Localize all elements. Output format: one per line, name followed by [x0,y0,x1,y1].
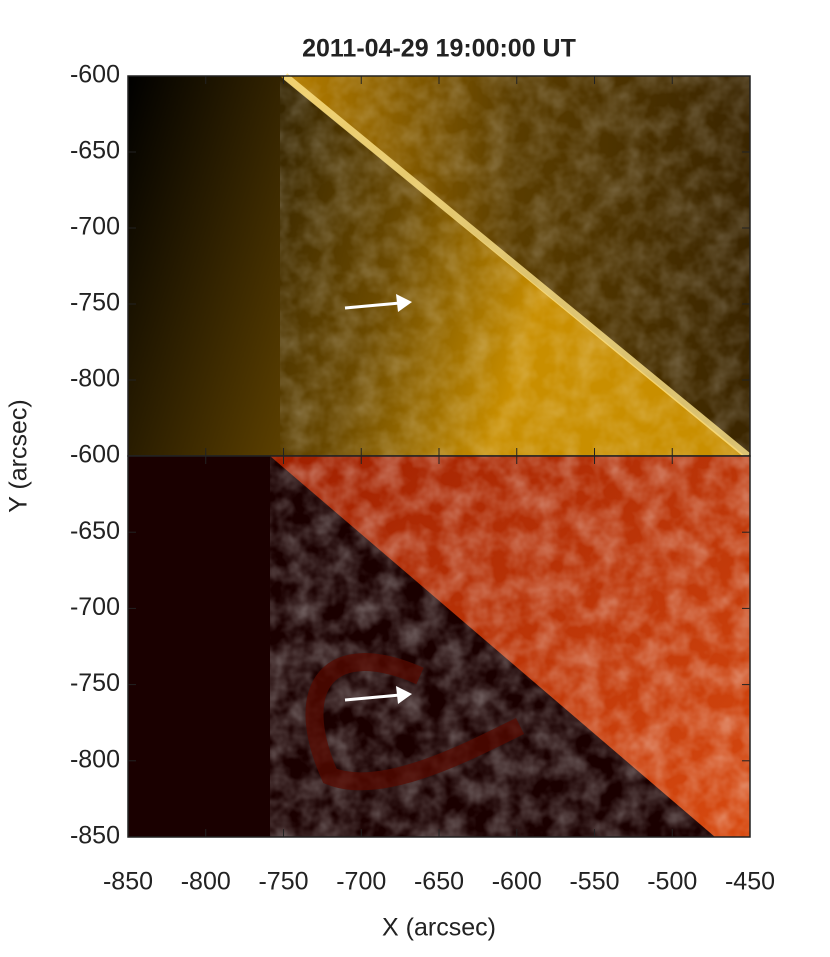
x-axis-label: X (arcsec) [382,914,496,942]
y-tick-label: -700 [70,213,120,241]
plot-area: -600 -650 -700 -750 -800 2011-04-29 19:00:00 … [5,35,775,942]
y-tick-label: -600 [70,441,120,469]
y-axis-label: Y (arcsec) [5,399,33,512]
x-tick-label: -500 [647,868,697,896]
x-tick-label: -550 [569,868,619,896]
x-tick-label: -450 [725,868,775,896]
x-tick-label: -850 [103,868,153,896]
arrow [344,693,401,702]
y-tick-label: -600 [70,61,120,89]
x-tick-label: -800 [181,868,231,896]
chart-title: 2011-04-29 19:00:00 UT [302,35,576,63]
y-tick-label: -800 [70,745,120,773]
y-tick-label: -850 [70,822,120,850]
limb [282,73,751,459]
y-tick-label: -800 [70,365,120,393]
x-tick-label: -600 [492,868,542,896]
x-tick-label: -750 [258,868,308,896]
arrow-head [396,686,412,704]
x-tick-label: -650 [414,868,464,896]
x-tick-label: -700 [336,868,386,896]
y-tick-label: -700 [70,593,120,621]
arrow-head [396,294,412,312]
y-tick-label: -650 [70,137,120,165]
arrow [344,301,401,310]
prominence [305,653,525,791]
disk-texture [270,456,750,837]
y-tick-label: -750 [70,289,120,317]
y-tick-label: -750 [70,669,120,697]
y-tick-label: -650 [70,517,120,545]
